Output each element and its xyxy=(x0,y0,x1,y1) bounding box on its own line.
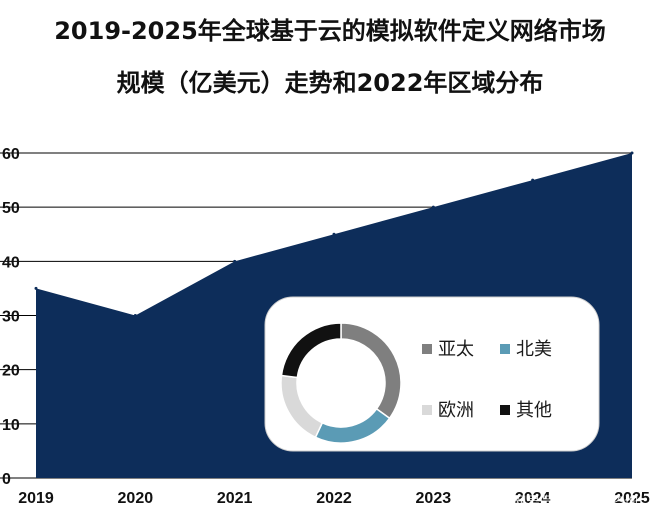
title-line-2: 规模（亿美元）走势和2022年区域分布 xyxy=(116,69,544,97)
donut-slice-4 xyxy=(280,322,342,379)
legend-label: 北美 xyxy=(516,339,552,360)
y-tick-label: 40 xyxy=(2,254,20,271)
y-tick-label: 60 xyxy=(2,146,20,163)
area-point-2023 xyxy=(431,205,435,209)
x-axis-ticks: 2019 2020 2021 2022 2023 2024 2025 xyxy=(18,490,650,507)
legend-label: 欧洲 xyxy=(438,400,474,421)
region-donut xyxy=(280,322,402,444)
legend-swatch xyxy=(500,344,510,354)
legend-swatch xyxy=(422,405,432,415)
x-tick-label: 2019 xyxy=(18,490,54,507)
x-tick-label: 2025 xyxy=(614,490,650,507)
x-tick-label: 2021 xyxy=(217,490,253,507)
area-point-2020 xyxy=(133,314,137,317)
y-tick-label: 30 xyxy=(2,309,20,326)
legend-label: 亚太 xyxy=(438,339,474,360)
y-tick-label: 0 xyxy=(2,471,11,488)
x-tick-label: 2023 xyxy=(416,490,452,507)
area-point-2022 xyxy=(332,232,336,236)
legend-label: 其他 xyxy=(516,400,552,421)
legend-swatch xyxy=(500,405,510,415)
x-tick-label: 2024 xyxy=(515,490,551,507)
y-tick-label: 20 xyxy=(2,363,20,380)
area-point-2025 xyxy=(630,151,634,155)
x-tick-label: 2022 xyxy=(316,490,352,507)
area-point-2019 xyxy=(34,286,38,290)
y-tick-label: 10 xyxy=(2,417,20,434)
area-point-2024 xyxy=(531,178,535,182)
y-axis-ticks: 0 10 20 30 40 50 60 xyxy=(2,146,20,488)
watermark: 网易号 | 贝哲斯咨询 xyxy=(512,495,638,511)
title-line-1: 2019-2025年全球基于云的模拟软件定义网络市场 xyxy=(54,17,606,45)
x-tick-label: 2020 xyxy=(118,490,154,507)
area-point-2021 xyxy=(233,259,237,263)
y-tick-label: 50 xyxy=(2,200,20,217)
legend-swatch xyxy=(422,344,432,354)
